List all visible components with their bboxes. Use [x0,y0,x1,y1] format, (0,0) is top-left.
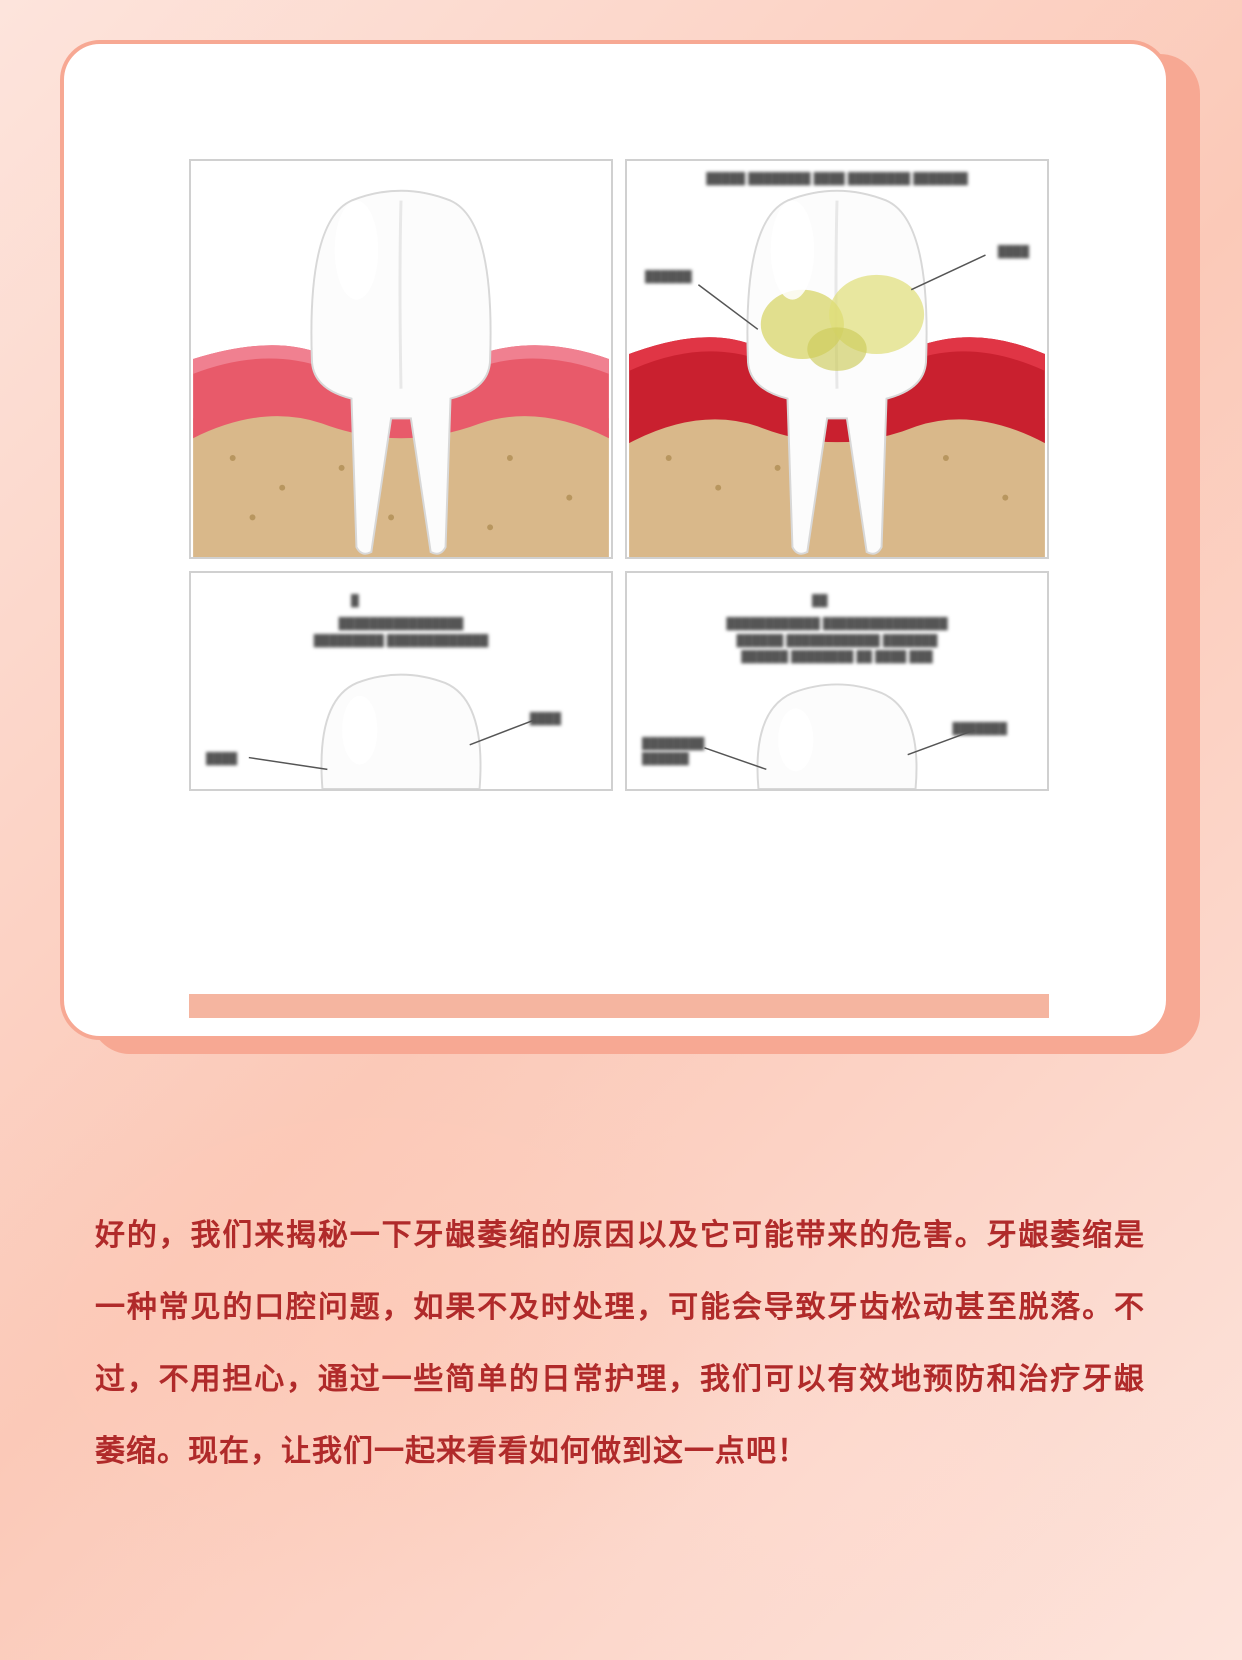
blurred-label-2: ████████ [642,738,704,750]
diagram-cell-healthy [189,159,613,559]
diagram-cell-partial-right: ██ ████████████ ████████████████ ██████ … [625,571,1049,791]
blurred-marker: ██ [812,595,828,607]
diagram-cell-diseased: █████ ████████ ████ ████████ ███████ ███… [625,159,1049,559]
healthy-tooth-illustration [191,161,611,557]
tooth-diagram-grid: █████ ████████ ████ ████████ ███████ ███… [189,159,1049,779]
blurred-label: ███████ [952,723,1007,735]
blurred-caption: ████████████████ [271,618,531,630]
body-paragraph: 好的，我们来揭秘一下牙龈萎缩的原因以及它可能带来的危害。牙龈萎缩是一种常见的口腔… [95,1200,1145,1488]
diseased-tooth-illustration [627,161,1047,557]
content-card: █████ ████████ ████ ████████ ███████ ███… [60,40,1170,1040]
blurred-marker: █ [351,595,359,607]
blurred-label-2: ████ [206,753,237,765]
blurred-caption-top: █████ ████████ ████ ████████ ███████ [687,173,987,185]
blurred-caption-3: ██████ ████████ ██ ████ ███ [697,651,977,663]
blurred-label-left: ██████ [645,271,692,283]
blurred-caption-2: █████████ █████████████ [251,635,551,647]
section-divider [189,994,1049,1018]
partial-tooth-left [191,573,611,789]
blurred-label-right: ████ [998,246,1029,258]
blurred-caption: ████████████ ████████████████ [667,618,1007,630]
partial-tooth-right [627,573,1047,789]
blurred-label: ████ [530,713,561,725]
blurred-label-3: ██████ [642,753,689,765]
diagram-cell-partial-left: █ ████████████████ █████████ ███████████… [189,571,613,791]
blurred-caption-2: ██████ ████████████ ███████ [677,635,997,647]
